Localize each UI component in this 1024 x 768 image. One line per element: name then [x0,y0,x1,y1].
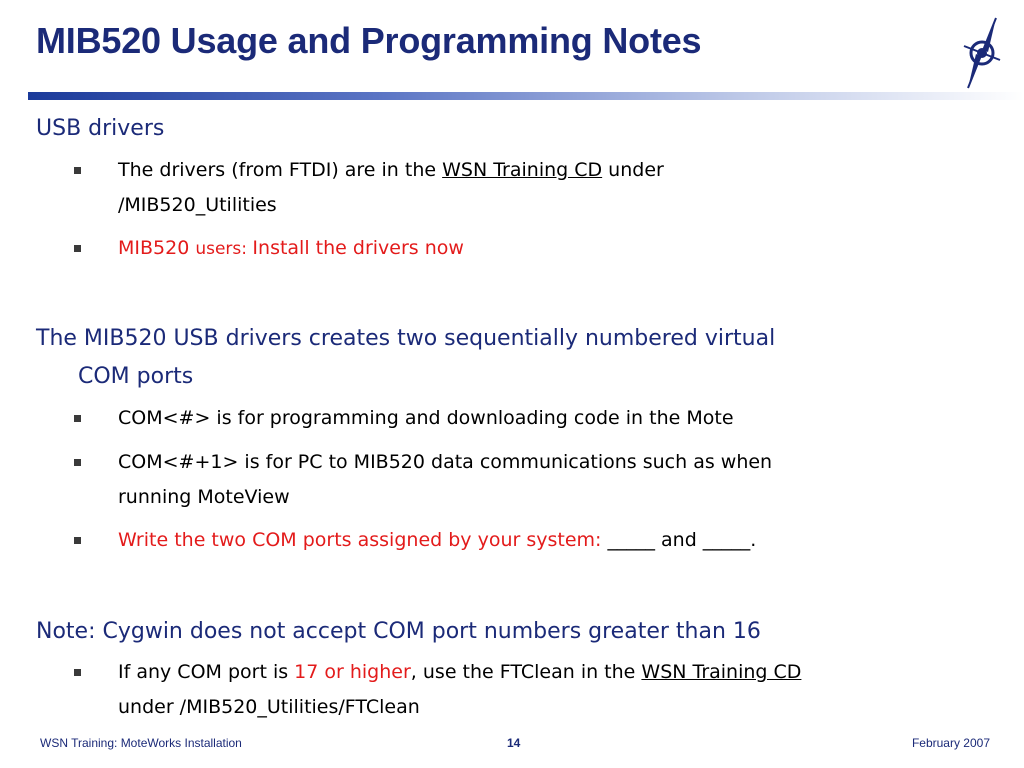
square-bullet-icon [74,415,81,422]
bullet-com-programming: COM<#> is for programming and downloadin… [74,401,998,436]
compass-star-logo-icon [963,17,1001,89]
square-bullet-icon [74,167,81,174]
slide-title: MIB520 Usage and Programming Notes [36,20,702,61]
bullet-install-drivers: MIB520 users: Install the drivers now [74,231,998,267]
blank-com-1: _____ [607,529,655,551]
heading-cygwin-note: Note: Cygwin does not accept COM port nu… [36,619,761,644]
bullet-drivers-location: The drivers (from FTDI) are in the WSN T… [74,153,998,223]
bullet-ftclean: If any COM port is 17 or higher, use the… [74,655,998,725]
footer-date: February 2007 [911,736,990,750]
footer-page-number: 14 [507,736,521,750]
bullet-com-data: COM<#+1> is for PC to MIB520 data commun… [74,445,998,515]
heading-virtual-com-ports: The MIB520 USB drivers creates two seque… [36,326,776,389]
footer-left: WSN Training: MoteWorks Installation [40,736,242,750]
square-bullet-icon [74,537,81,544]
heading-usb-drivers: USB drivers [36,116,165,141]
title-divider [28,92,1024,100]
square-bullet-icon [74,669,81,676]
wsn-training-cd-link: WSN Training CD [442,159,603,181]
wsn-training-cd-link: WSN Training CD [641,661,802,683]
blank-com-2: _____ [702,529,751,551]
square-bullet-icon [74,459,81,466]
square-bullet-icon [74,245,81,252]
bullet-write-com-ports: Write the two COM ports assigned by your… [74,523,998,558]
